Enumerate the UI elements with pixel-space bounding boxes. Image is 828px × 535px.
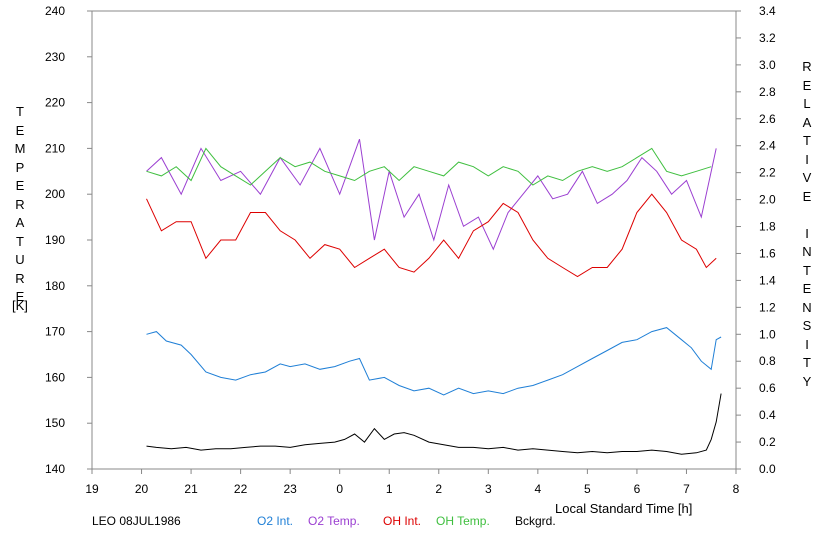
series-line-oh-temp <box>146 147 712 186</box>
y-left-tick-label: 160 <box>45 370 65 384</box>
legend-bckgrd: Bckgrd. <box>515 514 556 528</box>
series-group <box>146 139 722 455</box>
y-axis-right-label: R E L A T I V E I N T E N S I T Y <box>802 59 812 389</box>
x-tick-label: 8 <box>733 482 740 496</box>
x-axis-label: Local Standard Time [h] <box>555 501 693 516</box>
x-tick-label: 20 <box>135 482 149 496</box>
station-label: LEO 08JUL1986 <box>92 514 181 528</box>
x-tick-label: 4 <box>535 482 542 496</box>
series-line-o2-int <box>146 327 722 396</box>
x-tick-label: 3 <box>485 482 492 496</box>
y-left-tick-label: 140 <box>45 462 65 476</box>
y-right-tick-label: 3.2 <box>759 31 776 45</box>
y-left-tick-label: 240 <box>45 4 65 18</box>
y-right-tick-label: 0.4 <box>759 408 776 422</box>
x-tick-label: 2 <box>435 482 442 496</box>
x-tick-label: 5 <box>584 482 591 496</box>
legend-oh-temp: OH Temp. <box>436 514 490 528</box>
y-right-tick-label: 0.6 <box>759 381 776 395</box>
y-left-tick-label: 230 <box>45 50 65 64</box>
y-left-tick-label: 200 <box>45 187 65 201</box>
y-left-tick-label: 150 <box>45 416 65 430</box>
y-right-tick-label: 3.4 <box>759 4 776 18</box>
y-right-tick-label: 0.8 <box>759 354 776 368</box>
x-tick-label: 23 <box>283 482 297 496</box>
y-right-tick-label: 0.0 <box>759 462 776 476</box>
y-left-tick-label: 190 <box>45 233 65 247</box>
series-line-bckgrd <box>146 393 722 455</box>
x-tick-label: 6 <box>634 482 641 496</box>
y-right-tick-label: 1.2 <box>759 300 776 314</box>
x-tick-label: 0 <box>336 482 343 496</box>
y-right-tick-label: 0.2 <box>759 435 776 449</box>
series-line-o2-temp <box>146 139 717 251</box>
legend-o2-int: O2 Int. <box>257 514 294 528</box>
y-right-tick-label: 1.6 <box>759 246 776 260</box>
y-right-tick-label: 1.8 <box>759 220 776 234</box>
x-tick-label: 1 <box>386 482 393 496</box>
y-axis-left-label: T E M P E R A T U R E <box>14 104 26 304</box>
y-left-tick-label: 180 <box>45 279 65 293</box>
y-right-tick-label: 2.2 <box>759 166 776 180</box>
y-left-tick-label: 210 <box>45 141 65 155</box>
y-right-tick-label: 2.4 <box>759 139 776 153</box>
x-tick-label: 21 <box>184 482 198 496</box>
y-left-tick-label: 170 <box>45 325 65 339</box>
y-right-tick-label: 3.0 <box>759 58 776 72</box>
y-right-tick-label: 1.4 <box>759 273 776 287</box>
legend-oh-int: OH Int. <box>383 514 422 528</box>
x-tick-label: 19 <box>85 482 99 496</box>
axis-ticks: 1401501601701801902002102202302400.00.20… <box>45 4 776 496</box>
y-axis-left-unit: [K] <box>12 298 28 313</box>
legend-o2-temp: O2 Temp. <box>308 514 360 528</box>
y-right-tick-label: 1.0 <box>759 327 776 341</box>
x-tick-label: 7 <box>683 482 690 496</box>
plot-frame <box>91 10 737 470</box>
y-right-tick-label: 2.8 <box>759 85 776 99</box>
series-line-oh-int <box>146 193 717 278</box>
y-right-tick-label: 2.6 <box>759 112 776 126</box>
x-tick-label: 22 <box>234 482 248 496</box>
y-left-tick-label: 220 <box>45 96 65 110</box>
y-right-tick-label: 2.0 <box>759 193 776 207</box>
